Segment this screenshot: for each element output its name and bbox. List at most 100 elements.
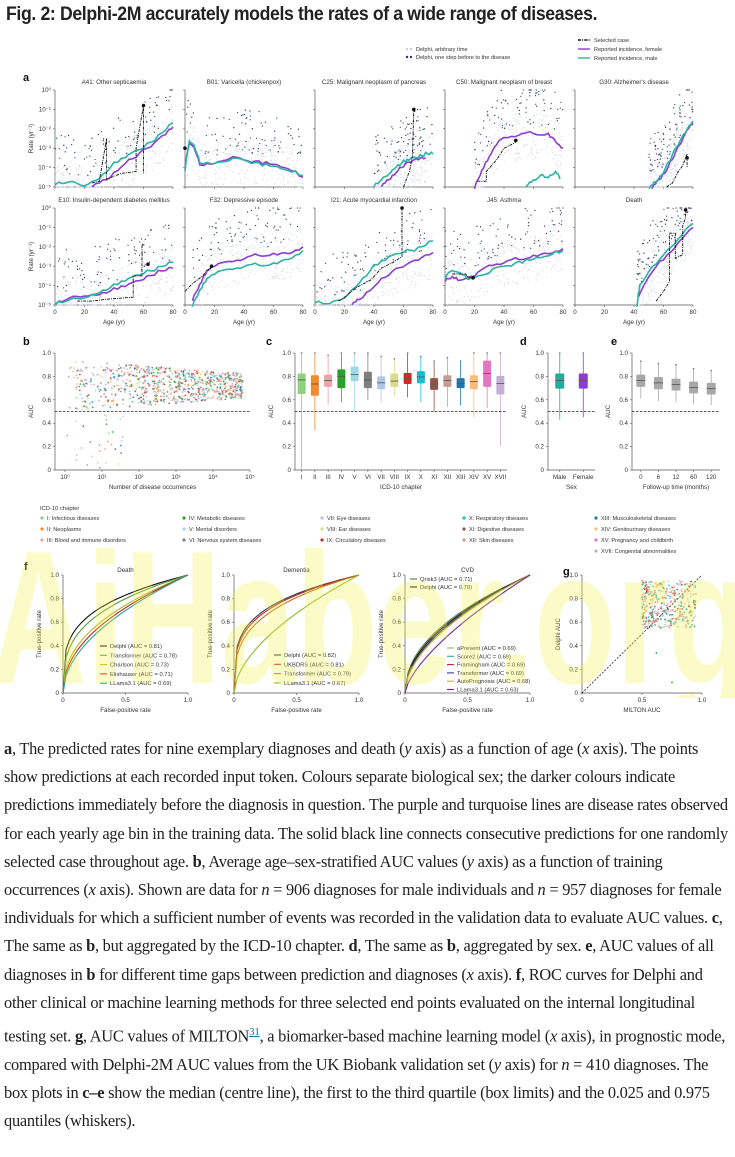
data-point-prediagnosis xyxy=(112,269,114,271)
data-point xyxy=(249,272,251,274)
data-point xyxy=(649,172,651,174)
data-point xyxy=(129,299,131,301)
data-point xyxy=(357,304,359,306)
data-point xyxy=(224,286,226,288)
data-point xyxy=(680,150,682,152)
data-point xyxy=(152,150,154,152)
incidence-line-male xyxy=(444,250,564,281)
data-point xyxy=(134,135,136,137)
data-point-prediagnosis xyxy=(414,212,416,214)
data-point xyxy=(75,164,77,166)
data-point xyxy=(403,177,405,179)
data-point xyxy=(241,169,243,171)
data-point xyxy=(521,135,523,137)
data-point xyxy=(200,270,202,272)
data-point xyxy=(380,291,382,293)
data-point xyxy=(507,249,509,251)
data-point-prediagnosis xyxy=(494,254,496,257)
data-point xyxy=(156,394,159,397)
box-xiv xyxy=(469,352,478,418)
data-point-prediagnosis xyxy=(490,142,493,144)
data-point xyxy=(81,397,83,400)
data-point xyxy=(206,370,208,373)
data-point xyxy=(346,304,348,306)
data-point xyxy=(79,304,82,306)
data-point xyxy=(370,278,372,280)
data-point-prediagnosis xyxy=(296,152,299,155)
legend-item-label: II: Neoplasms xyxy=(47,527,81,533)
data-point xyxy=(97,388,100,391)
data-point-prediagnosis xyxy=(100,271,102,274)
data-point xyxy=(239,389,242,392)
data-point xyxy=(453,293,455,295)
data-point-prediagnosis xyxy=(126,152,128,154)
data-point xyxy=(223,152,225,154)
x-tick-label: 20 xyxy=(211,309,218,316)
data-point-prediagnosis xyxy=(237,144,239,146)
data-point-prediagnosis xyxy=(407,240,409,242)
data-point-prediagnosis xyxy=(169,96,171,98)
data-point xyxy=(143,390,146,392)
data-point xyxy=(190,400,193,403)
data-point xyxy=(58,164,60,166)
data-point xyxy=(403,272,405,274)
data-point xyxy=(112,372,115,375)
data-point-prediagnosis xyxy=(541,89,543,91)
data-point-prediagnosis xyxy=(529,95,531,97)
data-point xyxy=(121,277,123,279)
data-point-prediagnosis xyxy=(65,284,67,287)
data-point xyxy=(549,122,551,124)
data-point xyxy=(637,286,639,288)
data-point xyxy=(293,176,296,178)
data-point xyxy=(111,304,113,306)
data-point xyxy=(471,259,473,261)
data-point xyxy=(368,276,371,278)
data-point xyxy=(96,461,99,464)
data-point-prediagnosis xyxy=(648,153,650,155)
data-point xyxy=(271,233,274,235)
data-point xyxy=(350,286,352,288)
box-iqr xyxy=(337,369,346,389)
data-point xyxy=(142,141,144,143)
data-point xyxy=(532,135,534,137)
data-point-prediagnosis xyxy=(150,119,152,121)
data-point xyxy=(537,271,539,273)
data-point xyxy=(684,254,686,256)
data-point xyxy=(264,268,266,270)
data-point xyxy=(142,369,145,371)
data-point xyxy=(554,264,556,266)
data-point xyxy=(678,221,680,223)
data-point xyxy=(192,165,194,167)
data-point xyxy=(271,275,273,277)
data-point xyxy=(289,264,291,266)
data-point-prediagnosis xyxy=(678,112,681,114)
data-point xyxy=(286,146,288,149)
data-point xyxy=(546,146,548,148)
data-point xyxy=(661,181,664,183)
data-point-prediagnosis xyxy=(686,89,689,91)
data-point-prediagnosis xyxy=(678,94,681,96)
data-point xyxy=(104,369,107,371)
data-point-prediagnosis xyxy=(244,114,246,116)
data-point xyxy=(170,392,173,395)
data-point xyxy=(524,130,527,132)
data-point-prediagnosis xyxy=(423,232,425,234)
data-point xyxy=(212,389,215,391)
data-point xyxy=(262,258,264,260)
data-point xyxy=(141,137,143,139)
data-point xyxy=(236,244,238,246)
data-point xyxy=(165,281,167,283)
data-point xyxy=(531,149,534,151)
data-point xyxy=(234,391,236,394)
data-point xyxy=(474,167,476,169)
data-point xyxy=(199,373,202,376)
legend-point-marker xyxy=(409,55,413,59)
data-point xyxy=(229,169,231,171)
data-point xyxy=(143,301,146,303)
roc-curve xyxy=(62,574,189,694)
data-point-prediagnosis xyxy=(487,258,489,260)
data-point xyxy=(231,382,234,385)
data-point xyxy=(163,367,165,369)
data-point xyxy=(130,396,133,398)
